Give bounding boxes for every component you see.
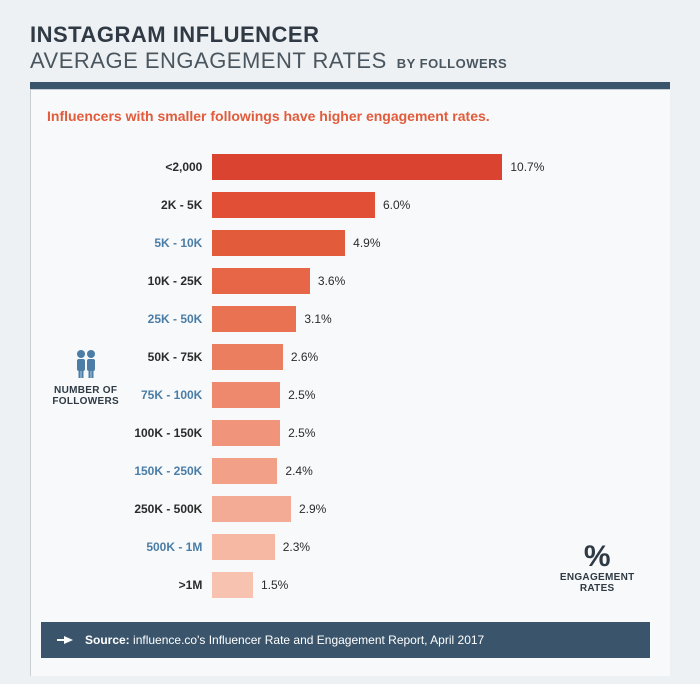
pointer-icon [55, 632, 75, 648]
bar-value-label: 2.6% [291, 350, 318, 364]
insight-text: Influencers with smaller followings have… [47, 108, 650, 124]
chart-frame: Influencers with smaller followings have… [30, 89, 670, 676]
bar-track: 2.4% [212, 454, 544, 488]
bar-value-label: 10.7% [510, 160, 544, 174]
bar-row: 10K - 25K 3.6% [130, 264, 544, 298]
bar-row: >1M 1.5% [130, 568, 544, 602]
bar [212, 154, 502, 180]
source-label: Source: [85, 633, 130, 647]
source-text: influence.co's Influencer Rate and Engag… [133, 633, 484, 647]
bar-track: 6.0% [212, 188, 544, 222]
bar-category-label: 25K - 50K [130, 312, 212, 326]
bar-category-label: 250K - 500K [130, 502, 212, 516]
bar-category-label: <2,000 [130, 160, 212, 174]
bar-track: 3.1% [212, 302, 544, 336]
bar-value-label: 2.4% [285, 464, 312, 478]
bar-value-label: 2.5% [288, 426, 315, 440]
bar-track: 2.9% [212, 492, 544, 526]
title-line-2-wrap: AVERAGE ENGAGEMENT RATES BY FOLLOWERS [30, 48, 670, 74]
header-rule [30, 82, 670, 89]
bar-value-label: 3.6% [318, 274, 345, 288]
bar-row: 75K - 100K 2.5% [130, 378, 544, 412]
bar-category-label: >1M [130, 578, 212, 592]
bar-row: 500K - 1M 2.3% [130, 530, 544, 564]
followers-legend: NUMBER OF FOLLOWERS [41, 150, 130, 606]
bar-chart: <2,000 10.7% 2K - 5K 6.0% 5K - 10K 4.9% 10K - … [130, 150, 544, 606]
source-bar: Source: influence.co's Influencer Rate a… [41, 622, 650, 658]
bar-category-label: 10K - 25K [130, 274, 212, 288]
title-line-2: AVERAGE ENGAGEMENT RATES [30, 48, 387, 74]
rates-percent-symbol: % [584, 542, 611, 572]
bar-category-label: 150K - 250K [130, 464, 212, 478]
bar-row: 25K - 50K 3.1% [130, 302, 544, 336]
bar-track: 4.9% [212, 226, 544, 260]
bar [212, 458, 277, 484]
bar-value-label: 3.1% [304, 312, 331, 326]
bar-row: 2K - 5K 6.0% [130, 188, 544, 222]
bar-category-label: 5K - 10K [130, 236, 212, 250]
bar-row: 250K - 500K 2.9% [130, 492, 544, 526]
bar [212, 344, 282, 370]
bar-value-label: 4.9% [353, 236, 380, 250]
bar-value-label: 2.3% [283, 540, 310, 554]
bar-category-label: 50K - 75K [130, 350, 212, 364]
rates-legend: % ENGAGEMENT RATES [544, 150, 650, 606]
bar-row: 150K - 250K 2.4% [130, 454, 544, 488]
bar-category-label: 500K - 1M [130, 540, 212, 554]
bar-track: 2.3% [212, 530, 544, 564]
bar-category-label: 2K - 5K [130, 198, 212, 212]
bar-track: 2.5% [212, 416, 544, 450]
followers-legend-label: NUMBER OF FOLLOWERS [41, 385, 130, 408]
bar-category-label: 100K - 150K [130, 426, 212, 440]
bar-row: 50K - 75K 2.6% [130, 340, 544, 374]
header: INSTAGRAM INFLUENCER AVERAGE ENGAGEMENT … [30, 22, 670, 74]
bar-value-label: 6.0% [383, 198, 410, 212]
bar [212, 496, 291, 522]
bar-value-label: 2.9% [299, 502, 326, 516]
rates-legend-label: ENGAGEMENT RATES [544, 572, 650, 594]
bar [212, 572, 253, 598]
bar-track: 10.7% [212, 150, 544, 184]
bar-value-label: 2.5% [288, 388, 315, 402]
bar [212, 420, 280, 446]
bar-track: 2.6% [212, 340, 544, 374]
bar-row: 5K - 10K 4.9% [130, 226, 544, 260]
title-line-1: INSTAGRAM INFLUENCER [30, 22, 670, 48]
bar-category-label: 75K - 100K [130, 388, 212, 402]
bar-row: 100K - 150K 2.5% [130, 416, 544, 450]
bar [212, 192, 375, 218]
bar-value-label: 1.5% [261, 578, 288, 592]
bar [212, 230, 345, 256]
bar [212, 306, 296, 332]
bar-track: 3.6% [212, 264, 544, 298]
bar-track: 1.5% [212, 568, 544, 602]
chart-zone: NUMBER OF FOLLOWERS <2,000 10.7% 2K - 5K 6.… [41, 150, 650, 606]
bar [212, 382, 280, 408]
title-suffix: BY FOLLOWERS [397, 56, 507, 71]
bar [212, 534, 274, 560]
bar-track: 2.5% [212, 378, 544, 412]
bar [212, 268, 310, 294]
followers-icon [72, 349, 100, 379]
bar-row: <2,000 10.7% [130, 150, 544, 184]
